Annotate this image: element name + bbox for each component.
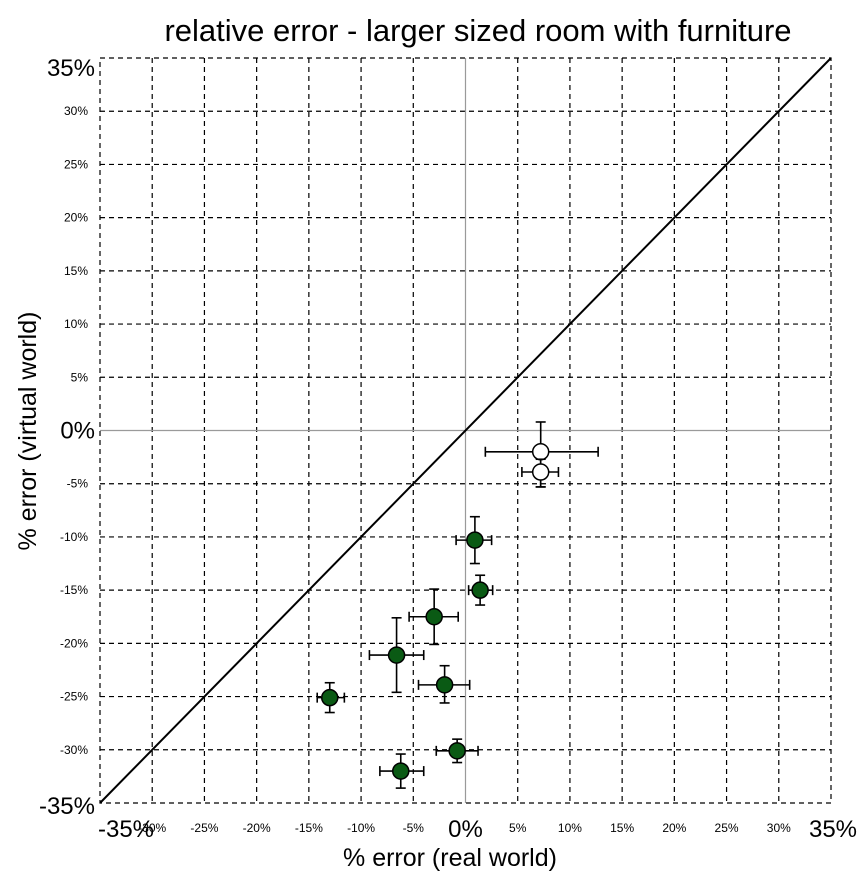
y-tick-label: 10%	[64, 317, 88, 331]
data-point-filled	[417, 664, 471, 704]
y-tick-label: -10%	[60, 530, 88, 544]
point-marker	[392, 762, 410, 780]
y-tick-label: -20%	[60, 636, 88, 650]
point-marker	[387, 646, 406, 664]
y-tick-label: -5%	[67, 477, 89, 491]
x-tick-label: 30%	[767, 821, 791, 835]
data-point-filled	[316, 681, 346, 714]
point-marker	[471, 581, 489, 599]
data-point-filled	[455, 515, 493, 565]
x-tick-label: 35%	[809, 816, 857, 843]
y-tick-label: -15%	[60, 583, 88, 597]
x-tick-label: -20%	[243, 821, 271, 835]
y-tick-label: 5%	[71, 370, 89, 384]
x-axis-ticks: -35%-30% -25% -20% -15% -10% -5% 0% 5% 10% 15% 20%…	[98, 816, 857, 843]
point-marker	[466, 531, 484, 549]
point-marker	[531, 463, 550, 481]
x-tick-label: 25%	[715, 821, 739, 835]
y-tick-label: 15%	[64, 264, 88, 278]
y-tick-label: 20%	[64, 211, 88, 225]
data-point-filled	[408, 588, 459, 646]
data-point-filled	[379, 753, 425, 789]
y-tick-label: -30%	[60, 743, 88, 757]
data-point-filled	[435, 738, 479, 764]
data-point-hollow	[521, 458, 560, 488]
x-tick-label: -10%	[347, 821, 375, 835]
data-points	[316, 421, 599, 789]
y-tick-label: 25%	[64, 157, 88, 171]
y-tick-label: 30%	[64, 104, 88, 118]
y-axis-ticks: 35% 30% 25% 20% 15% 10% 5% 0% -5% -10% -15% -20% -25…	[39, 55, 95, 820]
x-tick-label: 0%	[448, 816, 483, 843]
x-tick-label: -35%	[98, 816, 154, 843]
y-tick-label: -35%	[39, 793, 95, 820]
point-marker	[320, 688, 339, 707]
x-tick-label: -15%	[295, 821, 323, 835]
y-tick-label: -25%	[60, 690, 88, 704]
x-axis-title: % error (real world)	[343, 844, 557, 872]
y-axis-title: % error (virtual world)	[14, 312, 42, 551]
y-tick-label: 0%	[60, 418, 95, 445]
x-tick-label: 5%	[509, 821, 527, 835]
y-tick-label: 35%	[47, 55, 95, 82]
data-point-filled	[368, 617, 425, 694]
point-marker	[448, 742, 466, 760]
data-point-filled	[467, 574, 494, 606]
chart-title: relative error - larger sized room with …	[164, 13, 791, 48]
x-tick-label: 15%	[610, 821, 634, 835]
point-marker	[435, 676, 454, 694]
x-tick-label: 20%	[662, 821, 686, 835]
x-tick-label: -5%	[403, 821, 425, 835]
x-tick-label: -30%	[138, 821, 166, 835]
reference-line-y-equals-x	[99, 57, 832, 804]
x-tick-label: 10%	[558, 821, 582, 835]
x-tick-label: -25%	[190, 821, 218, 835]
point-marker	[425, 608, 443, 626]
point-marker	[531, 443, 550, 461]
